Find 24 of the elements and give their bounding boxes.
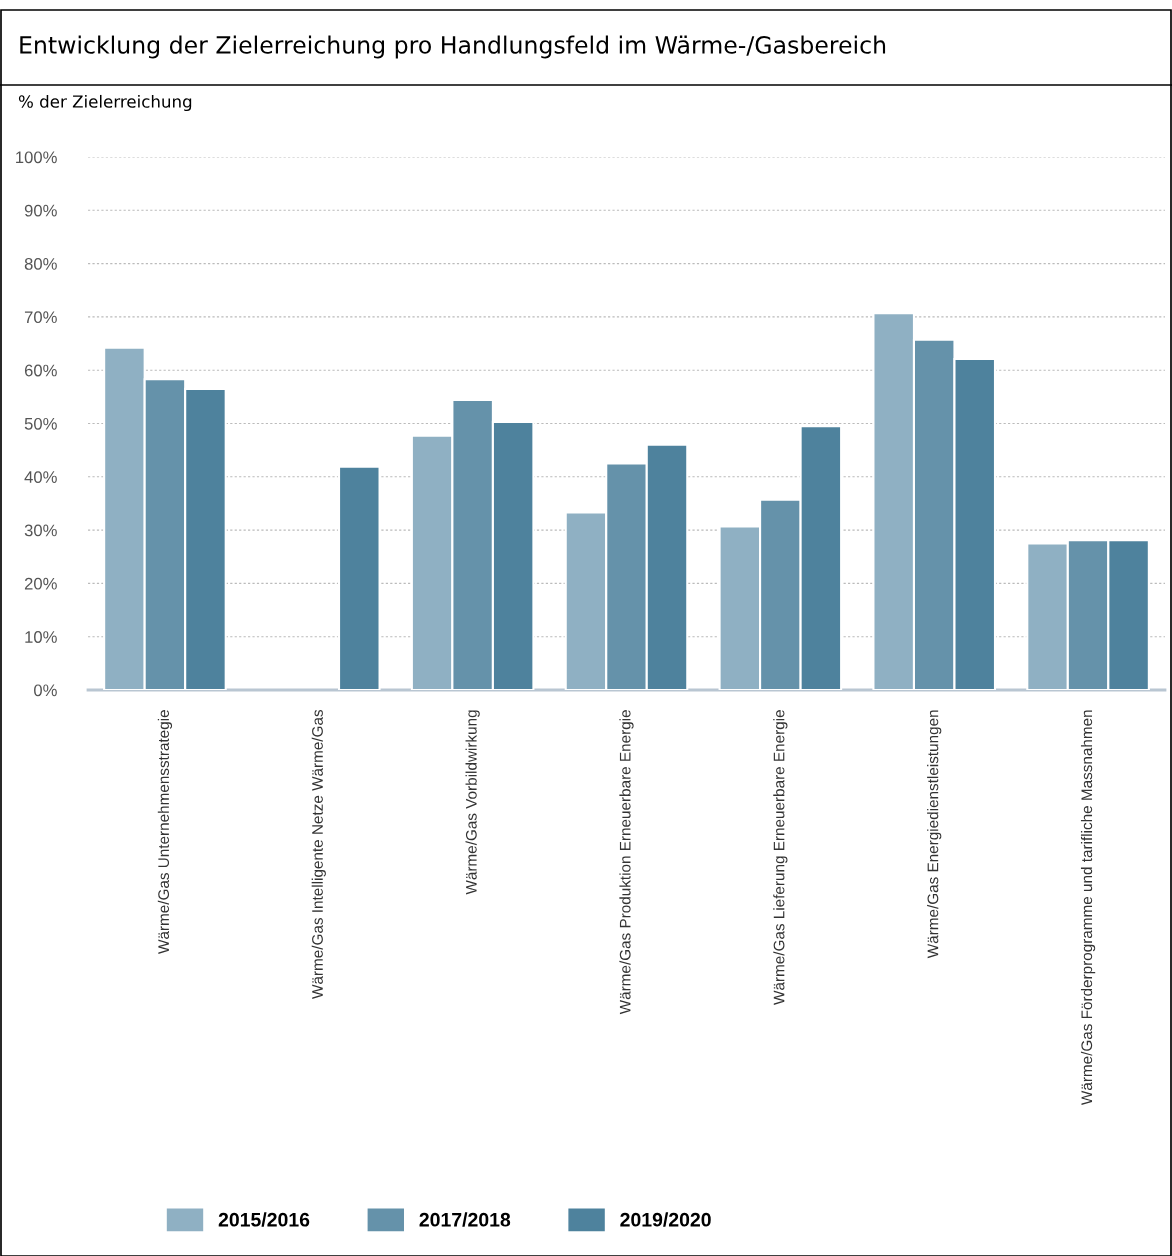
y-tick-label: 40% — [24, 471, 57, 483]
y-tick-label: 60% — [24, 364, 57, 377]
y-axis-title: % der Zielerreichung — [18, 94, 192, 112]
y-tick-label: 20% — [24, 577, 57, 590]
x-tick-label: Wärme/Gas Energiedienstleistungen — [927, 710, 942, 959]
x-tick-label: Wärme/Gas Intelligente Netze Wärme/Gas — [311, 709, 326, 999]
legend-label: 2019/2020 — [620, 1212, 711, 1227]
y-tick-label: 50% — [24, 417, 57, 430]
x-tick-label: Wärme/Gas Förderprogramme und tarifliche Massnahmen — [1080, 710, 1096, 1106]
chart-title: Entwicklung der Zielerreichung pro Handlungsfeld im Wärme-/Gasbereich — [20, 35, 886, 59]
y-tick-label: 70% — [24, 311, 57, 324]
legend-label: 2015/2016 — [218, 1212, 310, 1227]
y-tick-label: 10% — [25, 631, 57, 643]
legend-label: 2017/2018 — [419, 1212, 511, 1227]
y-tick-label: 80% — [24, 258, 57, 270]
y-tick-label: 30% — [24, 524, 57, 537]
bar — [338, 465, 381, 690]
y-tick-label: 90% — [24, 204, 57, 217]
x-tick-label: Wärme/Gas Unternehmensstrategie — [157, 710, 173, 954]
y-tick-label: 100% — [16, 151, 57, 164]
x-tick-label: Wärme/Gas Vorbildwirkung — [465, 710, 480, 895]
y-tick-label: 0% — [34, 684, 57, 697]
x-tick-label: Wärme/Gas Lieferung Erneuerbare Energie — [773, 710, 788, 1005]
x-tick-label: Wärme/Gas Produktion Erneuerbare Energie — [619, 710, 634, 1015]
